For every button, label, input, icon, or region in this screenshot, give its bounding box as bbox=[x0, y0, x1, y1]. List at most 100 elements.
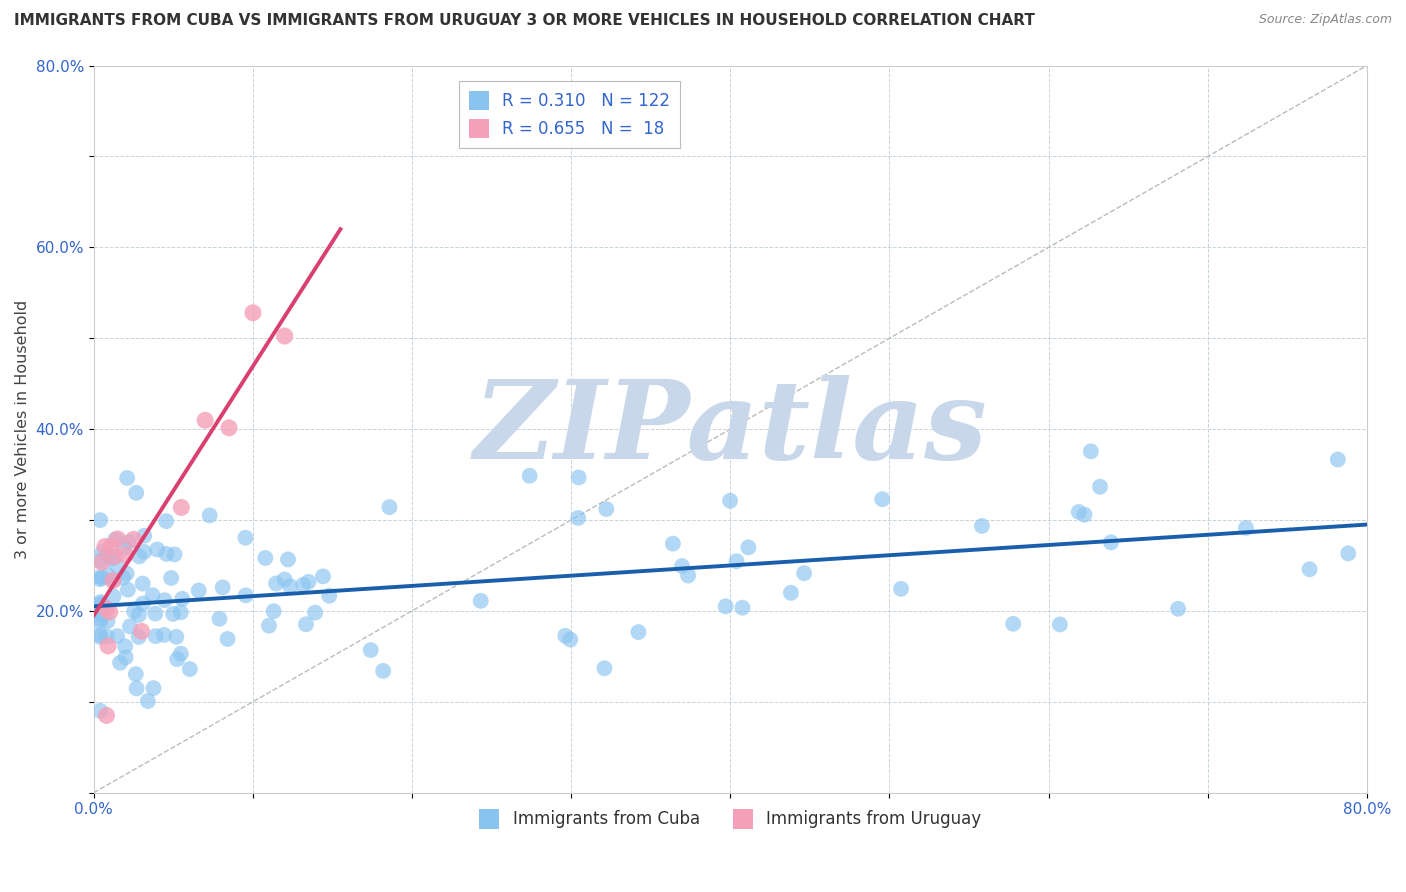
Point bbox=[257, 618, 280, 632]
Point bbox=[96, 630, 118, 644]
Point bbox=[714, 599, 737, 614]
Point bbox=[134, 529, 156, 543]
Point bbox=[142, 681, 165, 695]
Point bbox=[100, 551, 122, 566]
Point bbox=[254, 550, 277, 565]
Point bbox=[89, 607, 111, 622]
Point bbox=[194, 413, 217, 427]
Point bbox=[970, 519, 993, 533]
Point bbox=[114, 640, 136, 654]
Point bbox=[218, 421, 240, 435]
Point bbox=[125, 681, 148, 696]
Point bbox=[112, 571, 135, 585]
Text: IMMIGRANTS FROM CUBA VS IMMIGRANTS FROM URUGUAY 3 OR MORE VEHICLES IN HOUSEHOLD : IMMIGRANTS FROM CUBA VS IMMIGRANTS FROM … bbox=[14, 13, 1035, 29]
Point bbox=[94, 540, 117, 554]
Point bbox=[98, 605, 121, 619]
Point bbox=[115, 566, 138, 581]
Point bbox=[103, 590, 125, 604]
Point bbox=[89, 572, 111, 586]
Point bbox=[97, 639, 120, 653]
Point bbox=[662, 536, 685, 550]
Point bbox=[131, 624, 153, 639]
Point bbox=[117, 582, 139, 597]
Point bbox=[297, 574, 319, 589]
Point bbox=[1298, 562, 1320, 576]
Point bbox=[519, 468, 541, 483]
Point bbox=[125, 667, 148, 681]
Point bbox=[142, 588, 165, 602]
Point bbox=[128, 607, 150, 622]
Point bbox=[718, 493, 741, 508]
Point bbox=[172, 591, 194, 606]
Point bbox=[273, 573, 295, 587]
Point bbox=[91, 545, 114, 559]
Point bbox=[112, 541, 135, 555]
Point bbox=[560, 632, 582, 647]
Point bbox=[128, 630, 150, 644]
Point bbox=[793, 566, 815, 581]
Point bbox=[1234, 521, 1257, 535]
Legend: Immigrants from Cuba, Immigrants from Uruguay: Immigrants from Cuba, Immigrants from Ur… bbox=[472, 803, 988, 835]
Point bbox=[1073, 508, 1095, 522]
Point bbox=[360, 643, 382, 657]
Point bbox=[1080, 444, 1102, 458]
Point bbox=[170, 605, 193, 619]
Point bbox=[242, 306, 264, 320]
Point bbox=[162, 607, 184, 621]
Point bbox=[567, 511, 589, 525]
Point bbox=[91, 571, 114, 585]
Point bbox=[373, 664, 395, 678]
Point bbox=[89, 570, 111, 584]
Point bbox=[104, 533, 127, 547]
Point bbox=[170, 647, 193, 661]
Point bbox=[163, 548, 186, 562]
Point bbox=[295, 617, 318, 632]
Point bbox=[166, 652, 188, 666]
Point bbox=[780, 586, 803, 600]
Point bbox=[128, 549, 150, 564]
Point bbox=[671, 559, 693, 574]
Point bbox=[312, 569, 335, 583]
Point bbox=[725, 554, 748, 568]
Point bbox=[304, 606, 326, 620]
Point bbox=[1049, 617, 1071, 632]
Point bbox=[263, 604, 285, 618]
Point bbox=[554, 629, 576, 643]
Point bbox=[96, 708, 118, 723]
Point bbox=[217, 632, 239, 646]
Point bbox=[122, 533, 145, 547]
Point bbox=[115, 471, 138, 485]
Point bbox=[89, 612, 111, 626]
Point bbox=[153, 628, 176, 642]
Point bbox=[890, 582, 912, 596]
Point bbox=[211, 580, 233, 594]
Point bbox=[278, 579, 301, 593]
Point bbox=[118, 619, 141, 633]
Point bbox=[103, 573, 125, 587]
Point bbox=[593, 661, 616, 675]
Point bbox=[208, 612, 231, 626]
Point bbox=[97, 568, 120, 582]
Point bbox=[136, 694, 159, 708]
Point bbox=[90, 595, 112, 609]
Text: ZIPatlas: ZIPatlas bbox=[474, 376, 987, 483]
Point bbox=[89, 630, 111, 644]
Point bbox=[737, 541, 759, 555]
Point bbox=[155, 514, 177, 528]
Point bbox=[595, 502, 617, 516]
Point bbox=[1067, 505, 1090, 519]
Point bbox=[153, 593, 176, 607]
Point bbox=[105, 558, 128, 572]
Point bbox=[198, 508, 221, 523]
Point bbox=[96, 614, 118, 628]
Point bbox=[568, 470, 591, 484]
Point bbox=[470, 594, 492, 608]
Point bbox=[89, 615, 111, 629]
Point bbox=[132, 576, 155, 591]
Point bbox=[108, 656, 131, 670]
Point bbox=[235, 531, 257, 545]
Point bbox=[100, 539, 122, 553]
Point bbox=[378, 500, 401, 515]
Point bbox=[101, 574, 124, 588]
Point bbox=[132, 597, 155, 611]
